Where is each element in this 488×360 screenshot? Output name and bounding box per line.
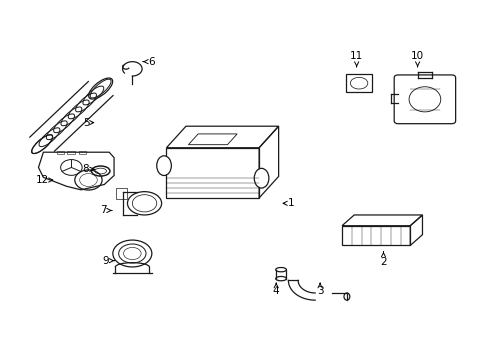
Text: 10: 10 (410, 51, 423, 67)
Text: 9: 9 (102, 256, 114, 266)
Ellipse shape (254, 168, 268, 188)
Text: 4: 4 (272, 283, 279, 296)
Text: 1: 1 (283, 198, 294, 208)
Bar (341, 226, 409, 246)
Bar (166, 148, 259, 198)
Text: 6: 6 (142, 57, 155, 67)
Text: 2: 2 (379, 252, 386, 267)
Bar (345, 74, 372, 92)
Text: 11: 11 (349, 51, 363, 67)
Text: 3: 3 (316, 283, 323, 296)
Ellipse shape (275, 267, 286, 272)
Ellipse shape (157, 156, 171, 176)
Bar (67, 151, 75, 154)
Text: 7: 7 (100, 206, 112, 216)
Text: 5: 5 (82, 118, 94, 128)
Text: 12: 12 (36, 175, 53, 185)
Bar (57, 151, 64, 154)
Text: 8: 8 (82, 164, 95, 174)
Bar (116, 188, 127, 199)
Bar (79, 151, 86, 154)
